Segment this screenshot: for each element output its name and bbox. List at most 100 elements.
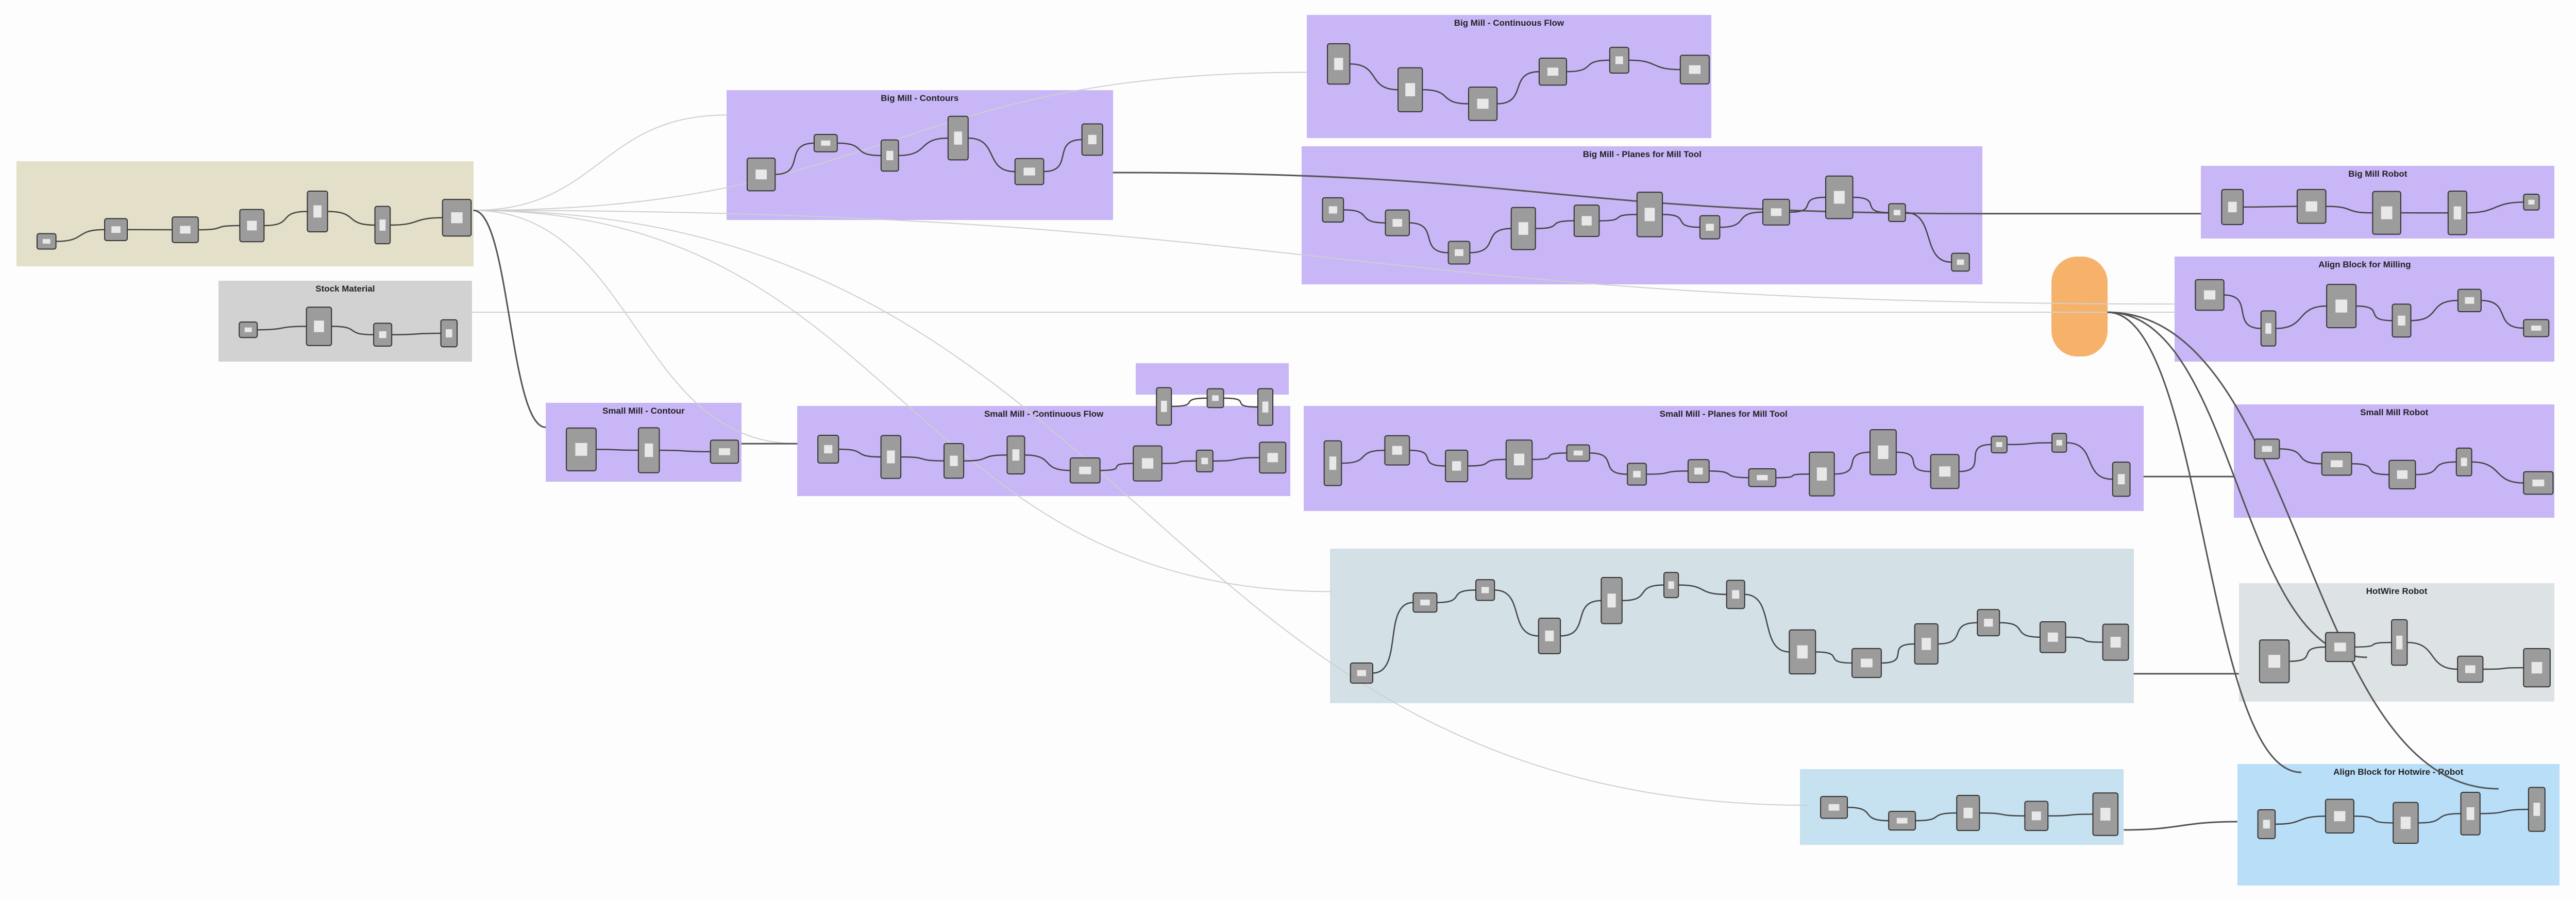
component-icon [2117,474,2125,485]
component-icon [2397,470,2408,479]
wire [901,456,945,462]
component-icon [2262,446,2272,452]
wire [1422,89,1469,105]
wire [1497,71,1539,105]
component-icon [1984,619,1993,627]
wire [1024,454,1070,471]
component-icon [1644,208,1655,222]
component-icon [575,443,587,456]
wire [1881,643,1915,664]
component-icon [2528,199,2535,205]
component-icon [1334,58,1343,70]
component-icon [1455,249,1463,257]
group-title: Small Mill - Planes for Mill Tool [1659,409,1788,419]
component-icon [950,455,958,466]
component-icon [1012,449,1020,461]
wire [1834,451,1870,475]
wire [257,326,307,331]
component-icon [244,327,252,332]
component-icon [1816,467,1827,481]
component-icon [824,445,833,454]
component-icon [1581,216,1592,226]
component-icon [1547,67,1559,76]
component-icon [314,320,324,332]
component-icon [1329,456,1337,470]
component-icon [1896,818,1908,824]
wire [1662,214,1700,228]
group: Small Mill - Planes for Mill Tool [1303,405,2144,512]
component-icon [1518,222,1528,235]
wire [1113,172,1983,215]
component-icon [2400,817,2411,829]
wire [898,137,948,157]
component-icon [1023,167,1035,176]
wire [1678,584,1727,596]
component-icon [1262,401,1269,413]
component-icon [1878,445,1889,460]
wire [2480,808,2529,814]
wire [659,449,711,453]
component-icon [755,169,767,180]
wire [1789,196,1826,213]
wire [1567,59,1610,73]
component-icon [1141,458,1154,469]
wire [1470,228,1511,253]
wire [1847,807,1889,822]
wire [2483,667,2524,670]
wire [473,210,1332,592]
wire [264,211,308,227]
component-icon [1212,395,1219,401]
component-icon [1694,467,1703,474]
component-icon [2466,807,2474,820]
component-icon [1420,599,1430,606]
component-icon [1922,638,1931,650]
wire [1905,212,1952,263]
wire [2407,641,2458,670]
component-icon [2334,811,2346,822]
wire [2107,311,2302,773]
wire [2048,813,2093,817]
group-title: Big Mill - Planes for Mill Tool [1582,149,1702,159]
wire [2411,300,2458,321]
component-icon [1861,658,1873,668]
component-icon [821,140,831,146]
component-icon [2531,325,2541,331]
wire [1409,449,1446,467]
wire [1720,211,1763,228]
wire [838,448,881,458]
wire [1589,452,1628,475]
component-icon [2263,820,2270,829]
wire [1171,397,1207,407]
wire [1815,651,1852,664]
component-icon [2465,297,2474,304]
component-icon [379,331,386,338]
component-icon [719,448,730,455]
wire [2276,305,2327,329]
wire [1409,222,1449,253]
component-icon [2110,637,2121,648]
wire [1043,139,1082,173]
component-icon [2228,201,2237,213]
group-title: Small Mill Robot [2360,407,2429,417]
wire [331,326,374,335]
wire [2326,206,2373,214]
wire [473,114,727,211]
component-icon [1573,450,1583,456]
component-icon [1405,83,1416,96]
wire [2353,815,2394,824]
group: Stock Material [218,281,472,362]
wire [1628,59,1680,71]
component-icon [886,150,894,160]
component-icon [2335,299,2348,313]
component-icon [2056,439,2062,446]
component-icon [1957,259,1964,265]
component-icon [887,450,895,464]
wire [1468,458,1506,467]
group: Big Mill - Contours [726,90,1113,220]
component-icon [1668,581,1674,589]
component-icon [1160,400,1167,412]
wire [775,142,814,175]
wire [2471,461,2524,484]
component-icon [1392,446,1402,455]
wire [1979,812,2025,817]
